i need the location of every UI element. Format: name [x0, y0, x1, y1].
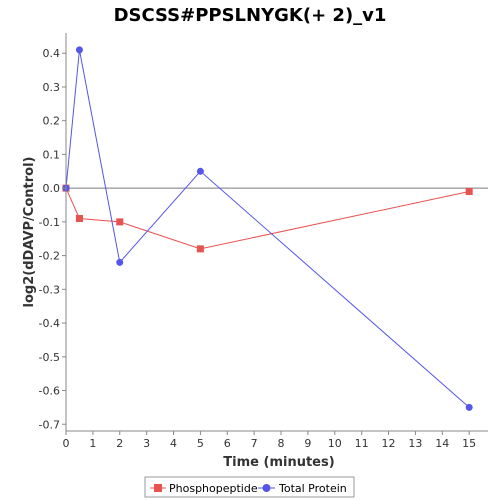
- x-tick-label: 1: [89, 437, 96, 450]
- data-point-phosphopeptide: [196, 245, 204, 253]
- legend-label-phosphopeptide: Phosphopeptide: [169, 482, 258, 495]
- x-tick-label: 0: [63, 437, 70, 450]
- x-tick-label: 13: [408, 437, 422, 450]
- x-tick-label: 10: [328, 437, 342, 450]
- y-tick-label: 0.4: [43, 47, 61, 60]
- y-tick-label: -0.7: [39, 418, 60, 431]
- data-point-total-protein: [196, 167, 204, 175]
- x-tick-label: 15: [462, 437, 476, 450]
- y-tick-label: 0.1: [43, 148, 61, 161]
- x-tick-label: 3: [143, 437, 150, 450]
- legend: Phosphopeptide Total Protein: [144, 476, 355, 498]
- y-tick-label: -0.3: [39, 283, 60, 296]
- x-tick-label: 14: [435, 437, 449, 450]
- data-point-total-protein: [116, 258, 124, 266]
- legend-marker-phosphopeptide: [154, 484, 162, 492]
- data-point-phosphopeptide: [116, 218, 124, 226]
- x-tick-label: 9: [304, 437, 311, 450]
- data-point-total-protein: [465, 403, 473, 411]
- x-tick-label: 7: [251, 437, 258, 450]
- x-tick-label: 8: [278, 437, 285, 450]
- y-tick-label: 0.2: [43, 115, 61, 128]
- x-tick-label: 12: [382, 437, 396, 450]
- legend-box: [144, 476, 355, 498]
- y-tick-label: -0.6: [39, 385, 60, 398]
- y-tick-label: 0.3: [43, 81, 61, 94]
- y-tick-label: -0.5: [39, 351, 60, 364]
- chart-title: DSCSS#PPSLNYGK(+ 2)_v1: [114, 5, 387, 26]
- data-point-phosphopeptide: [75, 215, 83, 223]
- x-tick-label: 6: [224, 437, 231, 450]
- x-tick-label: 5: [197, 437, 204, 450]
- x-axis-label: Time (minutes): [223, 455, 334, 470]
- y-axis-label: log2(dDAVP/Control): [22, 157, 37, 308]
- legend-marker-total-protein: [262, 484, 271, 492]
- x-tick-label: 11: [355, 437, 369, 450]
- data-point-total-protein: [75, 46, 83, 54]
- data-point-phosphopeptide: [465, 188, 473, 196]
- x-tick-label: 2: [116, 437, 123, 450]
- x-tick-label: 4: [170, 437, 177, 450]
- y-tick-label: -0.2: [39, 250, 60, 263]
- y-tick-label: -0.4: [39, 317, 60, 330]
- legend-label-total-protein: Total Protein: [278, 482, 347, 495]
- y-tick-label: 0.0: [43, 182, 61, 195]
- plot-area: [66, 33, 488, 431]
- y-tick-label: -0.1: [39, 216, 60, 229]
